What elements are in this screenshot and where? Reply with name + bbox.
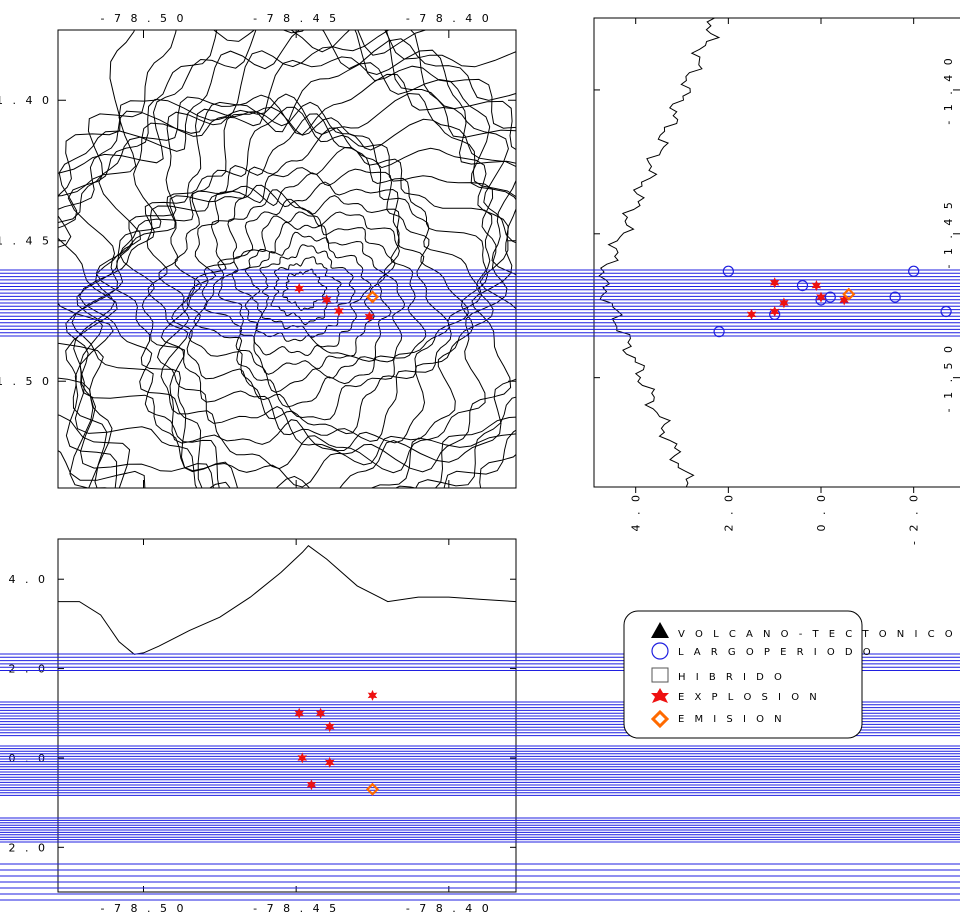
tick-label: - 7 8 . 5 0 (101, 902, 187, 915)
topographic-profile-side (598, 18, 721, 487)
legend-label-volcano-tectonico: V O L C A N O - T E C T O N I C O (678, 629, 956, 640)
profile-line (58, 545, 516, 655)
explosion-marker (306, 779, 317, 791)
horizontal-stripe-artifacts (0, 269, 960, 901)
tick-label: 4 . 0 (9, 573, 49, 586)
explosion-marker (294, 707, 304, 719)
contour-line (58, 30, 516, 488)
contour-line (259, 244, 356, 338)
contour-line (270, 256, 342, 326)
emision-marker (365, 782, 380, 796)
largo-periodo-marker (908, 265, 920, 277)
tick-label: - 7 8 . 4 0 (406, 12, 492, 25)
star-icon (651, 688, 669, 703)
contour-line (171, 168, 470, 435)
tick-label: 2 . 0 (722, 492, 735, 532)
explosion-marker (769, 306, 780, 317)
largo-periodo-marker (722, 265, 734, 277)
map-panel-frame (57, 29, 517, 489)
legend-label-emision: E M I S I O N (678, 714, 785, 725)
contour-line (95, 106, 513, 488)
topographic-contours (58, 30, 516, 488)
explosion-marker (746, 308, 757, 320)
largo-periodo-marker (940, 305, 952, 318)
legend-label-largo-periodo: L A R G O P E R I O D O (678, 647, 874, 658)
contour-line (58, 30, 516, 488)
largo-periodo-marker (889, 291, 901, 303)
diamond-icon (650, 709, 670, 729)
contour-line (74, 62, 516, 488)
triangle-icon (651, 622, 669, 638)
tick-label: - 1 . 5 0 (942, 343, 955, 412)
contour-line (160, 146, 483, 442)
contour-line (231, 221, 386, 357)
contour-line (217, 211, 396, 375)
legend-label-explosion: E X P L O S I O N (678, 692, 820, 703)
square-icon (651, 667, 669, 683)
contour-line (146, 113, 494, 466)
legend-box (623, 610, 863, 739)
contour-line (58, 30, 516, 488)
largo-periodo-marker (824, 291, 836, 303)
tick-label: 2 . 0 (9, 663, 49, 676)
tick-label: - 1 . 4 5 (942, 199, 955, 268)
event-markers (294, 265, 952, 796)
tick-label: 0 . 0 (815, 492, 828, 532)
legend-label-hibrido: H I B R I D O (678, 672, 785, 683)
tick-label: - 1 . 4 0 (0, 94, 52, 107)
tick-label: - 7 8 . 4 5 (253, 902, 339, 915)
explosion-marker (364, 311, 375, 323)
contour-line (65, 49, 516, 488)
profile-line (598, 18, 721, 487)
tick-label: 4 . 0 (630, 492, 643, 532)
explosion-marker (367, 689, 378, 701)
explosion-marker (811, 280, 822, 292)
tick-label: - 2 . 0 (0, 841, 48, 854)
legend: V O L C A N O - T E C T O N I C O L A R … (623, 610, 956, 739)
contour-line (58, 30, 516, 488)
explosion-marker (321, 294, 332, 306)
largo-periodo-marker (713, 326, 725, 338)
tick-label: - 2 . 0 (908, 492, 921, 545)
explosion-marker (816, 291, 826, 303)
tick-label: - 1 . 5 0 (0, 375, 52, 388)
contour-line (119, 106, 508, 474)
tick-label: - 7 8 . 5 0 (101, 12, 187, 25)
tick-label: - 7 8 . 4 0 (406, 902, 492, 915)
contour-line (71, 92, 516, 488)
depth-panel-frame (593, 17, 960, 488)
contour-line (58, 30, 516, 488)
largo-periodo-marker (796, 279, 809, 292)
tick-label: - 1 . 4 0 (942, 55, 955, 124)
contour-line (193, 189, 427, 408)
explosion-marker (839, 294, 849, 306)
contour-line (186, 181, 450, 421)
explosion-marker (325, 721, 335, 733)
contour-line (203, 198, 406, 393)
explosion-marker (769, 277, 780, 289)
tick-label: - 1 . 4 5 (0, 235, 52, 248)
tick-label: - 7 8 . 4 5 (253, 12, 339, 25)
explosion-marker (315, 707, 326, 719)
contour-line (78, 101, 516, 488)
emision-marker (365, 290, 380, 304)
explosion-marker (294, 283, 304, 294)
contour-line (244, 231, 372, 348)
explosion-marker (297, 752, 307, 764)
explosion-marker (325, 756, 335, 768)
emision-marker (842, 287, 856, 301)
circle-icon (651, 642, 669, 660)
contour-line (73, 73, 516, 488)
topographic-profile-cross-section (58, 545, 516, 655)
explosion-marker (334, 305, 344, 317)
axis-ticks: - 7 8 . 5 0 - 7 8 . 4 5 - 7 8 . 4 0 - 1 . 4… (0, 12, 960, 915)
explosion-marker (779, 297, 789, 309)
